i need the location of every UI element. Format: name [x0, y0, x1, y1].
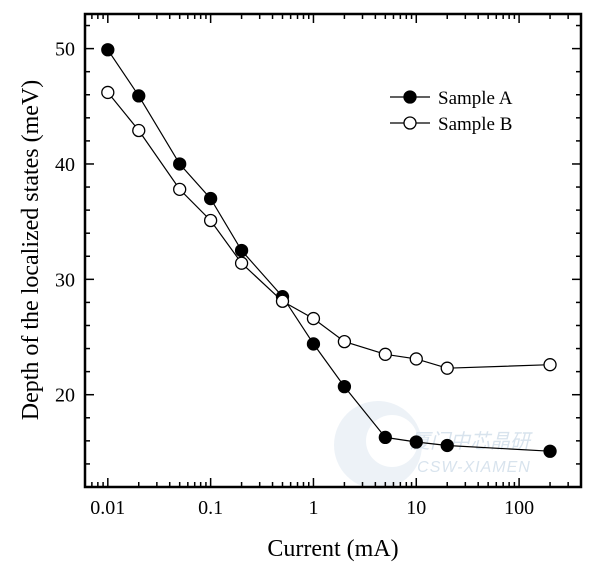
data-point-series-2 — [440, 361, 454, 375]
data-point-series-1 — [409, 435, 423, 449]
y-tick-label: 50 — [55, 39, 75, 61]
x-tick-label: 0.1 — [198, 497, 223, 519]
x-axis-label: Current (mA) — [267, 536, 398, 562]
x-tick-label: 0.01 — [90, 497, 125, 519]
data-point-series-2 — [101, 85, 115, 100]
data-point-series-2 — [409, 352, 423, 366]
data-point-series-1 — [543, 444, 557, 458]
data-point-series-1 — [101, 43, 115, 57]
data-point-series-2 — [306, 311, 321, 326]
data-point-series-2 — [543, 358, 557, 372]
data-point-series-2 — [378, 347, 392, 361]
data-point-series-1 — [378, 430, 392, 445]
y-tick-label: 40 — [55, 154, 75, 176]
data-point-series-2 — [234, 256, 249, 270]
data-point-series-2 — [132, 123, 146, 138]
watermark-text-cn: 厦门中芯晶研 — [410, 431, 533, 453]
data-point-series-2 — [203, 213, 218, 228]
legend-marker — [403, 116, 417, 130]
legend-marker — [403, 90, 417, 104]
y-tick-label: 20 — [55, 385, 75, 407]
y-tick-label: 30 — [55, 269, 75, 291]
legend-label: Sample A — [438, 88, 513, 109]
legend-label: Sample B — [438, 114, 512, 135]
x-tick-label: 10 — [406, 497, 426, 519]
x-tick-label: 100 — [504, 497, 534, 519]
y-axis-label: Depth of the localized states (meV) — [18, 80, 44, 421]
data-point-series-1 — [203, 191, 218, 206]
watermark-logo-inner — [366, 415, 418, 467]
data-point-series-2 — [275, 294, 290, 308]
x-tick-label: 1 — [308, 497, 318, 519]
plot-frame — [83, 12, 583, 489]
data-point-series-1 — [440, 438, 454, 453]
data-point-series-1 — [337, 379, 352, 394]
data-point-series-2 — [173, 182, 187, 197]
data-point-series-2 — [337, 334, 352, 349]
data-point-series-1 — [132, 89, 146, 103]
data-point-series-1 — [173, 157, 187, 171]
series-points — [101, 43, 557, 458]
data-point-series-1 — [234, 243, 249, 258]
data-point-series-1 — [306, 337, 321, 351]
legend: Sample A Sample B — [390, 88, 513, 135]
watermark-text-en: CSW-XIAMEN — [417, 459, 531, 476]
watermark: 厦门中芯晶研 CSW-XIAMEN — [334, 401, 533, 489]
